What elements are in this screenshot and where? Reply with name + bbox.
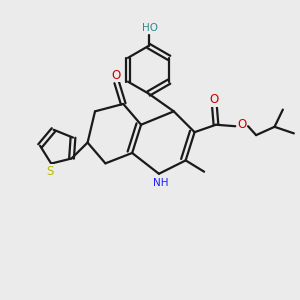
Text: NH: NH bbox=[153, 178, 168, 188]
Text: S: S bbox=[46, 165, 53, 178]
Text: O: O bbox=[112, 69, 121, 82]
Text: HO: HO bbox=[142, 23, 158, 33]
Text: O: O bbox=[237, 118, 247, 131]
Text: O: O bbox=[210, 93, 219, 106]
